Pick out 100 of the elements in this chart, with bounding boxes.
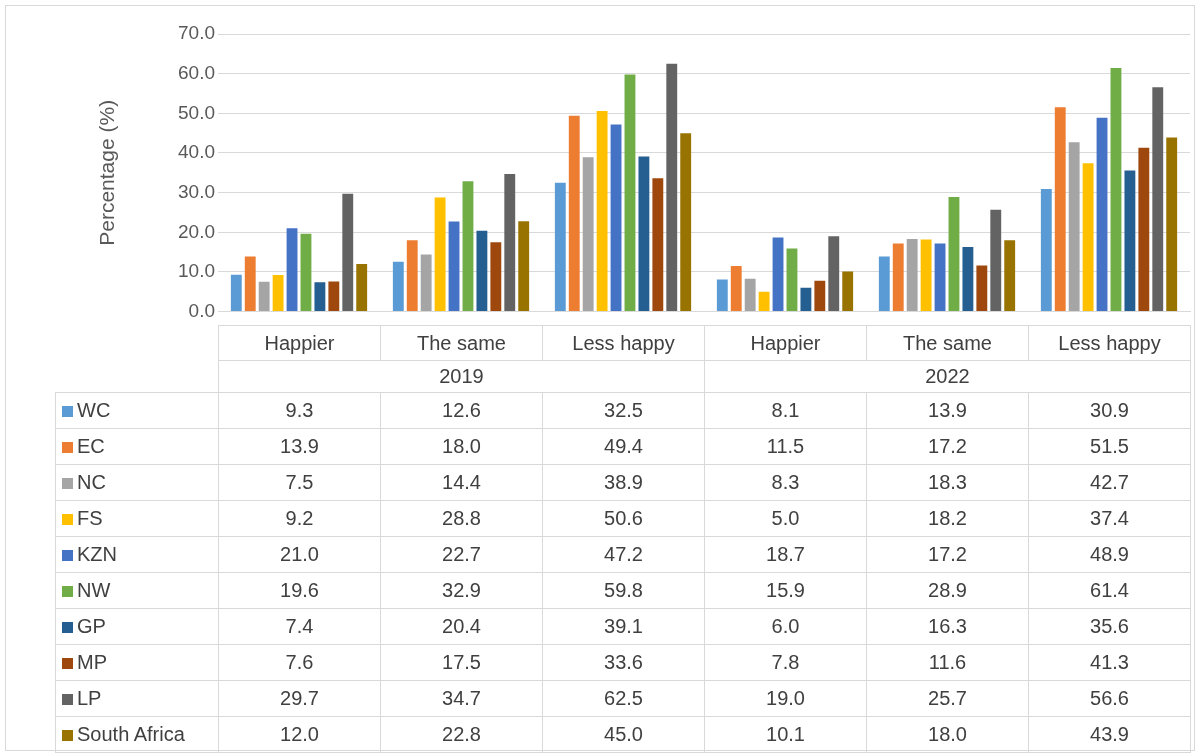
data-label: 19.0 [704,680,867,717]
data-label: 45.0 [542,716,705,753]
bar [554,182,566,312]
data-label: 6.0 [704,608,867,645]
bar [342,193,354,312]
bar [624,74,636,312]
bar [1110,68,1122,312]
y-tick-label: 50.0 [178,101,215,123]
data-label: 21.0 [218,536,381,573]
data-label: 11.5 [704,428,867,465]
data-label: 30.9 [1028,392,1191,429]
data-label: 35.6 [1028,608,1191,645]
bar [314,282,326,312]
data-label: 12.6 [380,392,543,429]
data-label: 22.7 [380,536,543,573]
data-label: 48.9 [1028,536,1191,573]
text: 2022 [704,360,1191,393]
data-label: 20.4 [380,608,543,645]
x-tick-label: Less happy [1028,325,1191,361]
bar [814,280,826,312]
data-label: 9.3 [218,392,381,429]
x-tick-label: The same [380,325,543,361]
bar [786,248,798,312]
bar [568,115,580,312]
bar [1068,142,1080,312]
y-tick-label: 40.0 [178,141,215,163]
data-label: 17.2 [866,428,1029,465]
data-label: 29.7 [218,680,381,717]
data-label: 12.0 [218,716,381,753]
x-tick-label: Less happy [542,325,705,361]
bar [962,246,974,312]
data-label: 15.9 [704,572,867,609]
bar [680,133,692,312]
data-label: 5.0 [704,500,867,537]
bar [906,239,918,312]
y-tick-label: 70.0 [178,22,215,44]
legend-label: FS [55,500,219,537]
legend-label: LP [55,680,219,717]
bar [758,291,770,312]
legend-label: EC [55,428,219,465]
bar [666,63,678,312]
data-label: 32.9 [380,572,543,609]
y-tick-label: 20.0 [178,220,215,242]
data-label: 8.3 [704,464,867,501]
data-label: 33.6 [542,644,705,681]
data-label: 18.3 [866,464,1029,501]
data-label: 7.8 [704,644,867,681]
data-label: 9.2 [218,500,381,537]
data-label: 7.4 [218,608,381,645]
bar [892,243,904,312]
bar [1152,87,1164,312]
bar [448,221,460,312]
bar [230,274,242,312]
data-label: 41.3 [1028,644,1191,681]
bar [1004,240,1016,312]
data-label: 43.9 [1028,716,1191,753]
y-tick-label: 60.0 [178,61,215,83]
bar [828,236,840,312]
bar [1054,107,1066,312]
bar [272,275,284,312]
bar [1166,137,1178,312]
x-tick-label: The same [866,325,1029,361]
data-label: 50.6 [542,500,705,537]
bar [1124,170,1136,312]
bar [286,228,298,312]
data-label: 38.9 [542,464,705,501]
data-label: 16.3 [866,608,1029,645]
bar [1138,147,1150,312]
bar [610,124,622,312]
bar [638,156,650,312]
data-label: 18.0 [866,716,1029,753]
data-label: 56.6 [1028,680,1191,717]
data-label: 8.1 [704,392,867,429]
data-label: 17.5 [380,644,543,681]
bar [328,281,340,312]
data-label: 13.9 [218,428,381,465]
bar [990,209,1002,312]
y-tick-label: 10.0 [178,260,215,282]
data-label: 13.9 [866,392,1029,429]
data-label: 17.2 [866,536,1029,573]
legend-label: South Africa [55,716,219,753]
data-label: 25.7 [866,680,1029,717]
y-axis-title: Percentage (%) [95,99,119,246]
bar [596,110,608,312]
x-tick-label: Happier [218,325,381,361]
bar [730,265,742,312]
data-label: 49.4 [542,428,705,465]
bar [1096,117,1108,312]
bar [772,237,784,312]
data-label: 18.2 [866,500,1029,537]
bar [244,256,256,312]
data-label: 62.5 [542,680,705,717]
bar [920,239,932,312]
bar [406,240,418,312]
data-label: 28.9 [866,572,1029,609]
y-tick-label: 30.0 [178,180,215,202]
data-label: 34.7 [380,680,543,717]
legend-label: KZN [55,536,219,573]
bar [462,181,474,312]
bar [1082,163,1094,312]
